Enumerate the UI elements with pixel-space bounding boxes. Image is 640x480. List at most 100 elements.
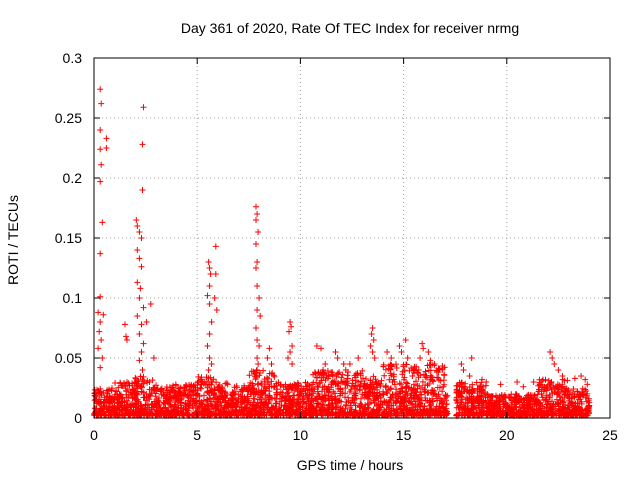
data-point xyxy=(273,400,280,407)
data-point xyxy=(404,407,411,414)
data-point xyxy=(95,345,102,352)
data-point xyxy=(303,405,310,412)
data-point xyxy=(259,390,266,397)
data-point xyxy=(138,321,145,328)
data-point xyxy=(350,400,357,407)
data-point xyxy=(459,396,466,403)
data-point xyxy=(298,411,305,418)
data-point xyxy=(321,404,328,411)
data-point xyxy=(410,385,417,392)
data-point xyxy=(370,385,376,392)
data-point xyxy=(134,247,141,253)
data-point xyxy=(400,394,407,401)
data-point xyxy=(265,375,272,382)
data-point xyxy=(553,407,559,414)
data-point xyxy=(355,355,362,361)
data-point xyxy=(460,401,467,408)
data-point xyxy=(431,388,438,394)
data-point xyxy=(153,387,160,394)
data-point xyxy=(168,409,175,416)
data-point xyxy=(417,355,424,361)
data-point xyxy=(418,391,425,398)
data-point xyxy=(262,391,268,398)
data-point xyxy=(167,389,174,396)
data-point xyxy=(287,401,294,408)
data-point xyxy=(411,404,417,411)
data-point xyxy=(124,379,130,386)
data-point xyxy=(322,397,329,404)
data-point xyxy=(404,395,411,402)
data-point xyxy=(212,271,219,277)
data-point xyxy=(344,410,351,417)
data-point xyxy=(204,389,211,396)
data-point xyxy=(165,408,171,415)
data-point xyxy=(370,373,377,380)
data-point xyxy=(97,146,104,153)
data-point xyxy=(291,387,298,394)
data-point xyxy=(136,357,143,364)
data-point xyxy=(515,398,522,405)
x-tick-label: 0 xyxy=(90,427,98,443)
data-point xyxy=(289,396,296,403)
data-point xyxy=(547,349,554,355)
data-point xyxy=(314,383,321,390)
data-point xyxy=(421,403,428,409)
data-point xyxy=(506,394,512,401)
data-point xyxy=(279,393,286,400)
data-point xyxy=(285,355,291,361)
data-point xyxy=(136,331,143,337)
data-point xyxy=(509,399,516,406)
data-point xyxy=(208,319,215,325)
data-point xyxy=(284,390,291,397)
data-point xyxy=(393,365,400,371)
data-point xyxy=(291,381,298,388)
data-point xyxy=(97,364,104,371)
data-point xyxy=(453,396,460,403)
data-point xyxy=(150,355,157,361)
data-point xyxy=(173,394,180,401)
data-point xyxy=(157,388,164,395)
data-point xyxy=(95,398,102,405)
data-point xyxy=(383,382,390,389)
data-point xyxy=(572,406,579,413)
data-point xyxy=(205,367,212,373)
data-point xyxy=(140,373,147,380)
data-point xyxy=(522,395,529,402)
data-point xyxy=(566,412,573,419)
data-point xyxy=(339,410,346,417)
data-point xyxy=(229,402,236,409)
data-point xyxy=(181,391,188,398)
data-point xyxy=(190,395,197,402)
data-point xyxy=(344,375,351,382)
chart-title: Day 361 of 2020, Rate Of TEC Index for r… xyxy=(181,20,519,36)
data-point xyxy=(184,412,191,419)
data-point xyxy=(161,404,168,411)
data-point xyxy=(115,393,122,400)
data-point xyxy=(551,389,558,396)
data-point xyxy=(551,361,558,367)
data-point xyxy=(293,406,300,413)
data-point xyxy=(188,383,195,390)
data-point xyxy=(283,395,290,402)
data-point xyxy=(367,411,374,418)
data-point xyxy=(164,398,171,405)
data-point xyxy=(287,319,294,325)
data-point xyxy=(99,408,106,415)
data-point xyxy=(195,404,202,411)
data-point xyxy=(369,349,376,355)
data-point xyxy=(416,412,422,419)
data-point xyxy=(402,337,409,343)
data-point xyxy=(488,401,495,408)
data-point xyxy=(363,406,370,413)
data-point xyxy=(338,378,344,385)
data-point xyxy=(195,378,202,385)
data-point xyxy=(254,283,261,289)
data-point xyxy=(191,400,198,407)
data-point xyxy=(461,388,468,395)
data-point xyxy=(261,401,268,408)
data-point xyxy=(220,410,227,417)
data-point xyxy=(197,384,204,391)
data-point xyxy=(468,355,475,361)
data-point xyxy=(232,407,239,413)
data-point xyxy=(530,379,537,385)
